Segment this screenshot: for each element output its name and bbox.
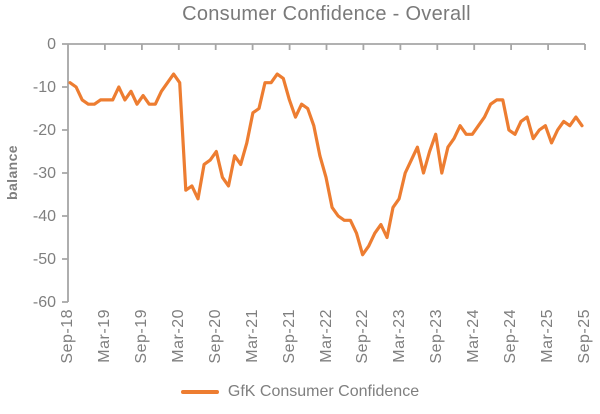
y-tick-label: -60 — [32, 293, 56, 311]
chart-title: Consumer Confidence - Overall — [182, 3, 471, 25]
y-tick-label: 0 — [47, 35, 56, 53]
x-tick-label: Sep-25 — [576, 309, 593, 364]
x-tick-label: Mar-19 — [95, 309, 113, 363]
x-tick-label: Sep-19 — [132, 309, 150, 364]
x-tick-label: Mar-20 — [169, 309, 187, 363]
x-tick-label: Sep-22 — [354, 309, 372, 364]
y-tick-label: -20 — [32, 121, 56, 139]
x-tick-label: Sep-20 — [206, 309, 224, 364]
y-tick-label: -10 — [32, 78, 56, 96]
x-tick-label: Sep-18 — [59, 309, 76, 364]
x-tick-label: Mar-23 — [391, 309, 409, 363]
gfk-consumer-confidence-line — [68, 72, 584, 257]
x-tick-label: Sep-23 — [428, 309, 446, 364]
x-tick-label: Sep-21 — [280, 309, 298, 364]
x-tick-label: Mar-21 — [243, 309, 261, 363]
axis-lines-and-ticks — [62, 43, 586, 303]
legend: GfK Consumer Confidence — [0, 383, 600, 401]
x-tick-label: Sep-24 — [502, 309, 520, 364]
legend-label: GfK Consumer Confidence — [227, 383, 420, 400]
y-axis-title: balance — [4, 145, 20, 200]
x-tick-label: Mar-22 — [317, 309, 335, 363]
y-tick-label: -50 — [32, 250, 56, 268]
legend-line-swatch — [180, 390, 219, 394]
x-tick-label: Mar-24 — [465, 309, 483, 363]
y-tick-label: -30 — [32, 164, 56, 182]
y-tick-label: -40 — [32, 207, 56, 225]
x-tick-label: Mar-25 — [539, 309, 557, 363]
